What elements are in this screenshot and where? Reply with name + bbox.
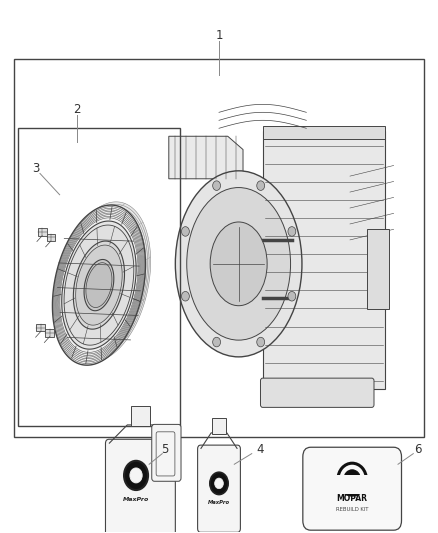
Ellipse shape	[344, 470, 360, 488]
Circle shape	[213, 337, 220, 347]
Circle shape	[288, 227, 296, 236]
Text: 2: 2	[73, 103, 81, 116]
Ellipse shape	[130, 468, 142, 483]
Ellipse shape	[210, 472, 228, 495]
Ellipse shape	[175, 171, 302, 357]
Text: 5: 5	[161, 443, 168, 456]
FancyBboxPatch shape	[261, 378, 374, 407]
Text: MaxPro: MaxPro	[123, 497, 149, 502]
Bar	[336, 475, 369, 494]
Circle shape	[213, 181, 220, 190]
Polygon shape	[86, 263, 112, 308]
Text: 4: 4	[257, 443, 264, 456]
Bar	[46, 233, 55, 241]
Circle shape	[181, 292, 189, 301]
Polygon shape	[169, 136, 243, 179]
Polygon shape	[73, 241, 124, 329]
Bar	[263, 126, 385, 139]
Polygon shape	[76, 245, 122, 325]
FancyBboxPatch shape	[198, 445, 240, 532]
Ellipse shape	[187, 188, 290, 340]
Circle shape	[257, 181, 265, 190]
Polygon shape	[263, 131, 385, 389]
FancyBboxPatch shape	[152, 424, 181, 481]
Polygon shape	[53, 205, 145, 365]
Bar	[131, 406, 150, 426]
Polygon shape	[63, 212, 145, 353]
Bar	[212, 418, 226, 434]
FancyBboxPatch shape	[303, 447, 402, 530]
Polygon shape	[62, 221, 136, 349]
Circle shape	[181, 227, 189, 236]
Text: 6: 6	[414, 443, 421, 456]
Text: 1: 1	[215, 29, 223, 42]
Text: MaxPro: MaxPro	[208, 499, 230, 505]
Bar	[367, 229, 389, 309]
Circle shape	[288, 292, 296, 301]
Polygon shape	[394, 450, 399, 521]
Polygon shape	[60, 207, 148, 357]
Ellipse shape	[215, 478, 223, 489]
Bar	[38, 228, 46, 236]
Polygon shape	[59, 204, 149, 360]
FancyBboxPatch shape	[106, 439, 175, 533]
Ellipse shape	[124, 461, 148, 490]
Text: 3: 3	[32, 161, 39, 175]
Bar	[14, 59, 424, 437]
Polygon shape	[61, 209, 146, 355]
Ellipse shape	[210, 222, 267, 306]
Polygon shape	[84, 260, 114, 311]
Circle shape	[257, 337, 265, 347]
Polygon shape	[65, 217, 141, 348]
Polygon shape	[64, 225, 134, 345]
Bar	[18, 128, 180, 426]
Text: MOPAR: MOPAR	[337, 494, 367, 503]
Bar	[45, 329, 54, 337]
FancyBboxPatch shape	[156, 432, 175, 476]
Text: REBUILD KIT: REBUILD KIT	[336, 507, 368, 512]
Bar	[36, 324, 45, 332]
Polygon shape	[58, 202, 151, 362]
Polygon shape	[64, 214, 143, 351]
